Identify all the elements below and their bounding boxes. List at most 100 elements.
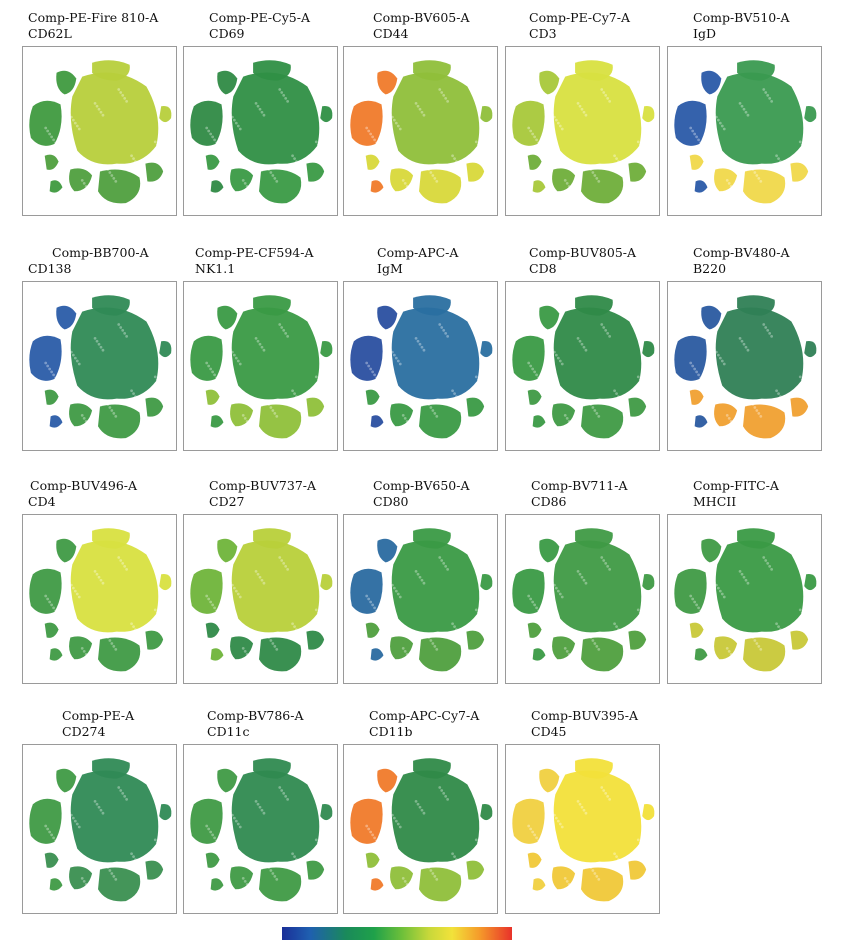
- cluster-blob: [575, 758, 613, 779]
- speckle-dot: [309, 784, 313, 787]
- speckle-dot: [435, 878, 439, 881]
- speckle-dot: [141, 309, 144, 313]
- speckle-dot: [416, 802, 420, 806]
- speckle-dot: [265, 633, 269, 636]
- speckle-dot: [232, 586, 236, 590]
- speckle-dot: [278, 786, 282, 789]
- speckle-dot: [693, 132, 697, 136]
- speckle-dot: [420, 345, 424, 349]
- speckle-dot: [480, 617, 484, 621]
- cluster-blob: [69, 636, 93, 660]
- speckle-dot: [546, 669, 549, 673]
- speckle-dot: [362, 75, 366, 79]
- speckle-dot: [606, 97, 610, 100]
- speckle-dot: [234, 819, 238, 823]
- speckle-dot: [552, 115, 556, 119]
- cluster-blob: [98, 169, 141, 204]
- tsne-plot-frame: [667, 281, 822, 451]
- speckle-dot: [297, 163, 300, 166]
- speckle-dot: [202, 75, 206, 79]
- speckle-dot: [680, 66, 684, 70]
- speckle-dot: [93, 336, 97, 340]
- speckle-dot: [718, 121, 722, 125]
- speckle-dot: [755, 409, 759, 412]
- speckle-dot: [157, 844, 161, 848]
- speckle-dot: [416, 572, 420, 576]
- speckle-dot: [640, 146, 644, 150]
- speckle-dot: [311, 787, 315, 790]
- speckle-dot: [365, 824, 369, 828]
- speckle-dot: [35, 301, 39, 305]
- speckle-dot: [95, 104, 99, 108]
- speckle-dot: [71, 586, 75, 590]
- speckle-dot: [220, 430, 223, 434]
- speckle-dot: [46, 597, 50, 601]
- speckle-dot: [75, 124, 79, 128]
- speckle-dot: [390, 583, 394, 587]
- speckle-dot: [524, 773, 528, 777]
- speckle-dot: [112, 645, 116, 648]
- speckle-dot: [418, 107, 422, 111]
- speckle-dot: [295, 858, 298, 862]
- cluster-blob: [581, 867, 624, 902]
- speckle-dot: [211, 833, 215, 837]
- speckle-dot: [533, 603, 537, 607]
- speckle-dot: [161, 850, 165, 854]
- speckle-dot: [267, 636, 271, 639]
- speckle-dot: [552, 350, 556, 354]
- panel-channel-label: Comp-PE-A: [62, 708, 135, 723]
- speckle-dot: [480, 847, 484, 851]
- speckle-dot: [386, 759, 389, 763]
- cluster-blob: [44, 154, 59, 170]
- speckle-dot: [716, 353, 720, 357]
- cluster-blob: [390, 866, 414, 890]
- speckle-dot: [580, 342, 584, 346]
- speckle-dot: [371, 135, 375, 139]
- panel-channel-label: Comp-BUV737-A: [209, 478, 317, 493]
- speckle-dot: [558, 592, 562, 596]
- speckle-dot: [41, 75, 45, 79]
- speckle-dot: [429, 406, 433, 409]
- speckle-dot: [405, 882, 409, 886]
- tsne-plot: [512, 60, 655, 205]
- speckle-dot: [320, 149, 324, 153]
- speckle-dot: [95, 802, 99, 806]
- speckle-dot: [138, 864, 141, 867]
- speckle-dot: [678, 298, 682, 302]
- speckle-dot: [209, 367, 213, 371]
- cluster-blob: [512, 335, 545, 381]
- cluster-blob: [539, 70, 560, 95]
- speckle-dot: [606, 795, 610, 798]
- speckle-dot: [727, 649, 731, 653]
- speckle-dot: [451, 154, 454, 158]
- speckle-dot: [398, 127, 402, 131]
- tsne-plot: [674, 60, 817, 205]
- speckle-dot: [440, 326, 444, 329]
- cluster-blob: [92, 758, 130, 779]
- speckle-dot: [104, 633, 108, 636]
- speckle-dot: [749, 165, 753, 168]
- speckle-dot: [241, 647, 245, 650]
- speckle-dot: [245, 652, 249, 656]
- speckle-dot: [202, 310, 206, 314]
- speckle-dot: [644, 620, 648, 624]
- cluster-blob: [539, 538, 560, 563]
- panel-marker-label: NK1.1: [195, 261, 236, 276]
- speckle-dot: [691, 597, 695, 601]
- speckle-dot: [99, 345, 103, 349]
- speckle-dot: [714, 115, 718, 119]
- speckle-dot: [123, 565, 127, 568]
- speckle-dot: [548, 759, 551, 763]
- speckle-dot: [462, 772, 465, 776]
- speckle-dot: [299, 864, 302, 867]
- speckle-dot: [33, 531, 37, 535]
- speckle-dot: [624, 772, 627, 776]
- speckle-dot: [93, 799, 97, 803]
- speckle-dot: [200, 72, 204, 76]
- speckle-dot: [392, 118, 396, 122]
- speckle-dot: [82, 879, 86, 883]
- speckle-dot: [269, 171, 273, 174]
- speckle-dot: [565, 416, 569, 420]
- speckle-dot: [800, 143, 804, 147]
- speckle-dot: [802, 614, 806, 618]
